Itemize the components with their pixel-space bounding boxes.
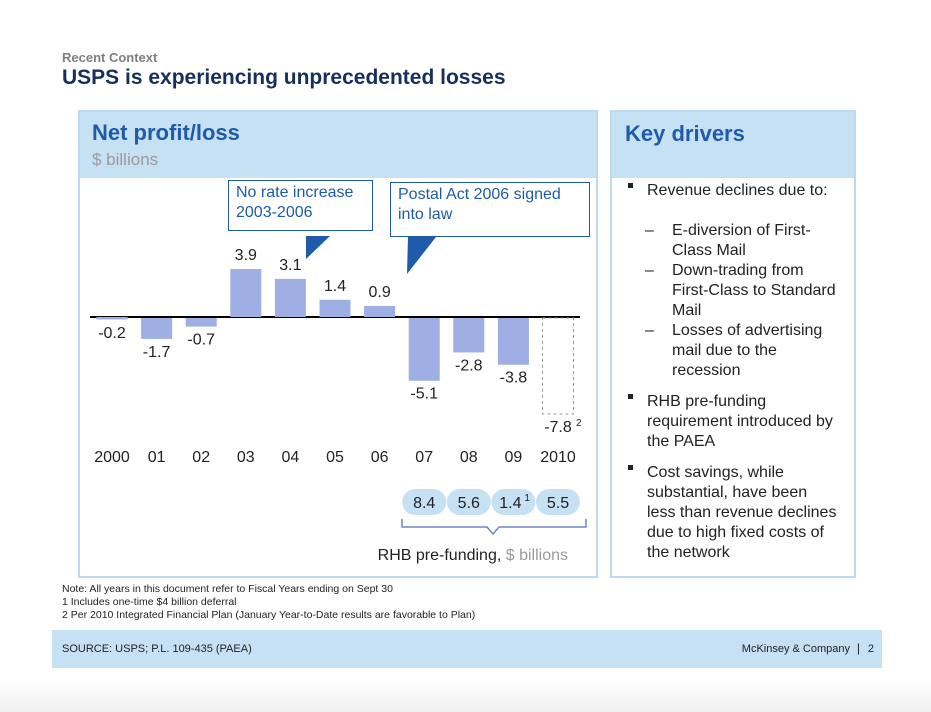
bullet-marker xyxy=(628,183,633,188)
chart-title: Net profit/loss xyxy=(92,120,240,145)
driver-subtext: recession xyxy=(672,362,741,379)
footnotes: Note: All years in this document refer t… xyxy=(62,583,475,622)
footnote-1: 1 Includes one-time $4 billion deferral xyxy=(62,596,237,608)
x-tick-02: 02 xyxy=(192,449,210,466)
footnote-2: 2 Per 2010 Integrated Financial Plan (Ja… xyxy=(62,609,476,621)
page-bottom-shade xyxy=(0,680,931,712)
data-label-07: -5.1 xyxy=(410,386,438,403)
driver-subtext: E-diversion of First- xyxy=(672,222,811,239)
bar-07 xyxy=(408,318,440,381)
prefunding-pill-07 xyxy=(402,489,447,515)
prefunding-pill-2010 xyxy=(536,489,580,515)
data-label-02: -0.7 xyxy=(187,332,215,349)
sub-bullet-dash: – xyxy=(645,262,654,279)
sub-bullet-dash: – xyxy=(645,322,654,339)
data-label-09: -3.8 xyxy=(500,370,528,387)
driver-subtext: Mail xyxy=(672,302,702,319)
chart-unit: $ billions xyxy=(92,150,159,169)
callout-pointer-1 xyxy=(306,236,330,259)
x-tick-01: 01 xyxy=(148,449,166,466)
data-label-2010: -7.8 xyxy=(544,419,572,436)
data-label-2000: -0.2 xyxy=(98,325,126,342)
driver-text: the network xyxy=(647,544,730,561)
driver-subtext: Down-trading from xyxy=(672,262,804,279)
footer-separator: | xyxy=(856,641,860,655)
x-tick-08: 08 xyxy=(460,449,478,466)
callout-postal-act: Postal Act 2006 signed into law xyxy=(390,182,590,237)
prefunding-footnote-09: 1 xyxy=(524,493,530,504)
note-line: Note: All years in this document refer t… xyxy=(62,583,393,595)
prefunding-brace xyxy=(401,519,587,536)
chart-panel-header: Net profit/loss $ billions xyxy=(80,112,596,178)
driver-subtext: Class Mail xyxy=(672,242,746,259)
driver-text: RHB pre-funding xyxy=(647,393,767,410)
x-tick-05: 05 xyxy=(326,449,344,466)
x-tick-2000: 2000 xyxy=(94,449,130,466)
x-tick-2010: 2010 xyxy=(540,449,576,466)
data-label-footnote-2010: 2 xyxy=(576,418,582,429)
driver-text: Cost savings, while xyxy=(647,464,784,481)
data-label-03: 3.9 xyxy=(235,247,257,264)
data-label-05: 1.4 xyxy=(324,278,346,295)
x-tick-06: 06 xyxy=(371,449,389,466)
callout-pointer-2 xyxy=(407,237,436,274)
sub-bullet-dash: – xyxy=(645,222,654,239)
prefunding-value-2010: 5.5 xyxy=(547,495,569,512)
bar-01 xyxy=(141,318,173,339)
prefunding-pill-09 xyxy=(491,489,536,515)
drivers-title: Key drivers xyxy=(625,121,745,146)
bar-2000 xyxy=(96,317,128,320)
driver-subtext: Losses of advertising xyxy=(672,322,823,339)
prefunding-pill-08 xyxy=(446,489,491,515)
driver-text: due to high fixed costs of xyxy=(647,524,824,541)
driver-text: Revenue declines due to: xyxy=(647,182,828,199)
prefunding-caption: RHB pre-funding, $ billions xyxy=(378,547,568,564)
page-number: 2 xyxy=(867,643,874,655)
data-label-08: -2.8 xyxy=(455,357,483,374)
data-label-04: 3.1 xyxy=(279,257,301,274)
prefunding-value-09: 1.4 xyxy=(499,495,521,512)
bar-06 xyxy=(364,305,396,317)
prefunding-value-07: 8.4 xyxy=(413,495,435,512)
driver-subtext: mail due to the xyxy=(672,342,777,359)
x-tick-07: 07 xyxy=(415,449,433,466)
callout-no-rate-increase: No rate increase 2003-2006 xyxy=(228,180,373,231)
bullet-marker xyxy=(628,465,633,470)
driver-text: the PAEA xyxy=(647,433,716,450)
bar-08 xyxy=(453,318,485,353)
source-text: SOURCE: USPS; P.L. 109-435 (PAEA) xyxy=(62,643,252,655)
driver-text: requirement introduced by xyxy=(647,413,833,430)
x-tick-09: 09 xyxy=(505,449,523,466)
drivers-panel: Key drivers xyxy=(610,110,856,578)
bar-04 xyxy=(274,278,306,317)
data-label-06: 0.9 xyxy=(368,284,390,301)
driver-subtext: First-Class to Standard xyxy=(672,282,836,299)
bar-03 xyxy=(230,269,262,317)
x-tick-03: 03 xyxy=(237,449,255,466)
prefunding-value-08: 5.6 xyxy=(458,495,480,512)
page-title: USPS is experiencing unprecedented losse… xyxy=(62,66,506,89)
bar-09 xyxy=(497,318,529,365)
driver-text: less than revenue declines xyxy=(647,504,837,521)
bar-02 xyxy=(185,318,217,327)
section-label: Recent Context xyxy=(62,50,158,65)
prefunding-caption-unit: $ billions xyxy=(506,547,568,564)
driver-text: substantial, have been xyxy=(647,484,808,501)
drivers-panel-header: Key drivers xyxy=(612,112,854,178)
footer-bar: SOURCE: USPS; P.L. 109-435 (PAEA) McKins… xyxy=(52,630,882,668)
brand-name: McKinsey & Company xyxy=(741,643,850,655)
x-tick-04: 04 xyxy=(282,449,300,466)
bar-2010 xyxy=(542,317,574,415)
data-label-01: -1.7 xyxy=(143,344,171,361)
prefunding-caption-label: RHB pre-funding, xyxy=(378,547,506,564)
bullet-marker xyxy=(628,394,633,399)
bar-05 xyxy=(319,299,351,317)
